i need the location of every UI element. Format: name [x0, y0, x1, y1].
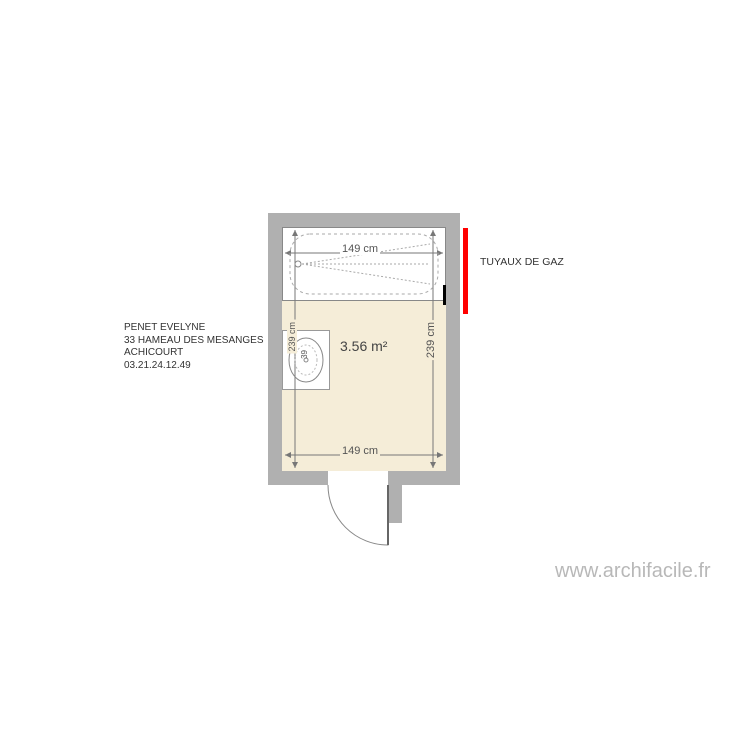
client-line: ACHICOURT: [124, 347, 263, 360]
watermark: www.archifacile.fr: [555, 560, 711, 583]
dim-right-label: 239 cm: [425, 320, 437, 360]
client-info: PENET EVELYNE 33 HAMEAU DES MESANGES ACH…: [124, 322, 263, 372]
bathtub: [282, 227, 446, 301]
gas-label: TUYAUX DE GAZ: [480, 256, 564, 268]
room-area-label: 3.56 m²: [340, 338, 387, 354]
dim-bottom-label: 149 cm: [340, 445, 380, 457]
client-line: 33 HAMEAU DES MESANGES: [124, 335, 263, 348]
client-line: PENET EVELYNE: [124, 322, 263, 335]
door-arc: [328, 485, 388, 545]
dim-left-label: 239 cm: [287, 320, 297, 354]
floorplan-canvas: 149 cm 149 cm 239 cm 239 cm 39 3.56 m² T…: [0, 0, 750, 750]
door-opening: [328, 471, 388, 485]
door-jamb: [388, 485, 402, 523]
dim-sink-label: 39: [300, 350, 309, 359]
gas-pipe: [463, 228, 468, 314]
dim-top-label: 149 cm: [340, 243, 380, 255]
client-line: 03.21.24.12.49: [124, 360, 263, 373]
